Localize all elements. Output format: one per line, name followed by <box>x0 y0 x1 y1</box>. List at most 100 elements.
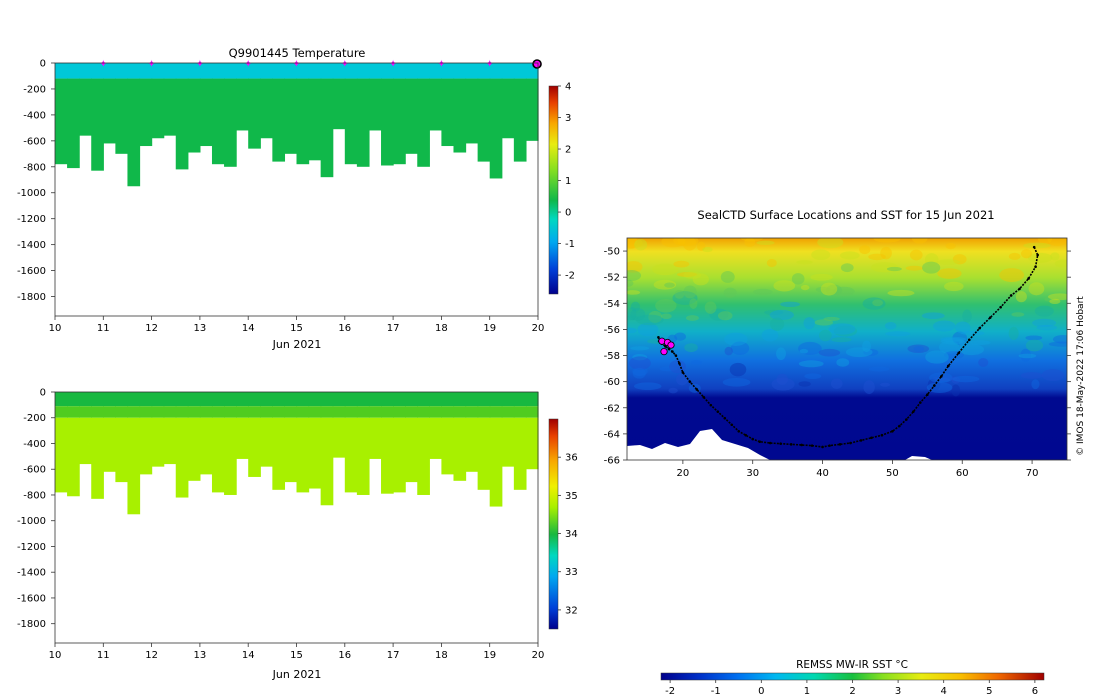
sal-body-cell <box>525 417 539 470</box>
sst-texture-blob <box>672 291 698 305</box>
sst-texture-blob <box>831 337 852 343</box>
temp-body-cell <box>260 78 273 139</box>
sal-band-cell <box>284 406 298 418</box>
temp-surface-cell <box>211 63 225 79</box>
sal-band-cell <box>320 406 334 418</box>
sal-body-cell <box>67 417 80 497</box>
sal-surface-cell <box>103 392 116 407</box>
sst-texture-blob <box>769 317 785 331</box>
sst-texture-blob <box>692 273 709 286</box>
sal-band-cell <box>513 406 527 418</box>
sst-texture-blob <box>1052 334 1067 344</box>
sst-texture-blob <box>862 297 886 310</box>
x-tick-label: 20 <box>532 323 545 334</box>
sal-surface-cell <box>381 392 394 407</box>
track-point <box>789 443 793 446</box>
track-point <box>926 393 929 397</box>
seal-track <box>657 245 1039 449</box>
temp-surface-cell <box>115 63 129 79</box>
sal-surface-cell <box>332 392 346 407</box>
sal-body-cell <box>211 417 225 493</box>
temp-surface-cell <box>356 63 370 79</box>
sal-surface-cell <box>224 392 237 407</box>
sst-texture-blob <box>886 266 902 272</box>
sal-body-cell <box>417 417 430 495</box>
map-x-tick-label: 70 <box>1026 468 1039 479</box>
track-point <box>688 380 692 383</box>
sst-texture-blob <box>627 279 634 287</box>
sst-texture-blob <box>627 290 641 295</box>
sst-texture-blob <box>724 346 733 356</box>
sst-texture-blob <box>1008 326 1019 341</box>
sal-band-cell <box>79 406 92 418</box>
sst-texture-blob <box>826 284 843 297</box>
sal-band-cell <box>453 406 467 418</box>
sst-texture-blob <box>863 348 879 356</box>
temp-body-cell <box>501 78 515 139</box>
temp-body-cell <box>489 78 503 179</box>
y-tick-label: 0 <box>40 388 46 399</box>
sst-texture-blob <box>962 309 972 323</box>
temp-surface-cell <box>417 63 430 79</box>
temp-body-cell <box>465 78 479 144</box>
sal-band-cell <box>139 406 153 418</box>
sst-texture-blob <box>668 387 678 394</box>
sst-texture-blob <box>940 336 967 342</box>
sst-texture-blob <box>1041 369 1065 382</box>
track-point <box>880 433 884 437</box>
track-point <box>744 433 748 437</box>
salinity-y-ticks: 0 -200 -400 -600 -800 -1000 -1200 -1400 -1600 -18… <box>17 388 55 630</box>
sst-texture-blob <box>815 286 831 293</box>
map-y-tick-label: -58 <box>604 351 620 362</box>
temp-surface-cell <box>465 63 479 79</box>
sst-colorbar <box>660 672 1045 681</box>
x-tick-label: 15 <box>290 650 303 661</box>
temp-body-cell <box>513 78 527 162</box>
sst-texture-blob <box>862 340 872 353</box>
temp-surface-cell <box>103 63 116 79</box>
map-y-tick-label: -52 <box>604 273 620 284</box>
y-tick-label: -800 <box>23 490 46 501</box>
sst-texture-blob <box>817 238 844 249</box>
track-point <box>768 441 772 445</box>
temp-surface-cell <box>91 63 104 79</box>
temp-body-cell <box>199 78 213 147</box>
sal-band-cell <box>477 406 491 418</box>
sst-texture-blob <box>660 313 672 320</box>
sst-texture-blob <box>686 315 699 321</box>
sst-texture-blob <box>669 359 686 374</box>
sal-body-cell <box>368 417 382 459</box>
sal-band-cell <box>67 406 80 418</box>
sst-texture-blob <box>863 380 875 395</box>
track-point <box>1009 294 1013 297</box>
temp-body-cell <box>381 78 394 166</box>
sal-band-cell <box>187 406 201 418</box>
sst-texture-blob <box>756 240 775 245</box>
sst-texture-blob <box>873 238 901 243</box>
track-point <box>1036 253 1039 257</box>
sal-band-cell <box>489 406 503 418</box>
sal-band-cell <box>272 406 286 418</box>
x-tick-label: 19 <box>483 323 496 334</box>
sst-texture-blob <box>870 262 899 273</box>
x-tick-label: 12 <box>145 323 158 334</box>
map-profile-marker <box>660 348 668 356</box>
salinity-colorbar <box>548 418 559 630</box>
temperature-panel: Q9901445 Temperature ✦ ✦ ✦ ✦ ✦ ✦ ✦ ✦ ✦ 0 -200 -400… <box>17 46 575 351</box>
temp-surface-cell <box>248 63 261 79</box>
sst-texture-blob <box>905 265 923 271</box>
map-frame <box>626 237 1068 461</box>
sal-surface-cell <box>320 392 334 407</box>
sal-band-cell <box>151 406 165 418</box>
sst-texture-blob <box>944 281 964 292</box>
sst-texture-blob <box>940 337 965 345</box>
temp-surface-cell <box>139 63 153 79</box>
colorbar-tick-label: 35 <box>565 491 578 502</box>
salinity-colorbar-ticks: 36 35 34 33 32 <box>558 453 578 616</box>
y-tick-label: -1600 <box>17 266 46 277</box>
sst-texture-blob <box>690 360 703 365</box>
track-point <box>681 371 685 374</box>
temp-body-cell <box>248 78 261 149</box>
temp-body-cell <box>417 78 430 167</box>
map-y-tick-label: -66 <box>604 456 620 467</box>
